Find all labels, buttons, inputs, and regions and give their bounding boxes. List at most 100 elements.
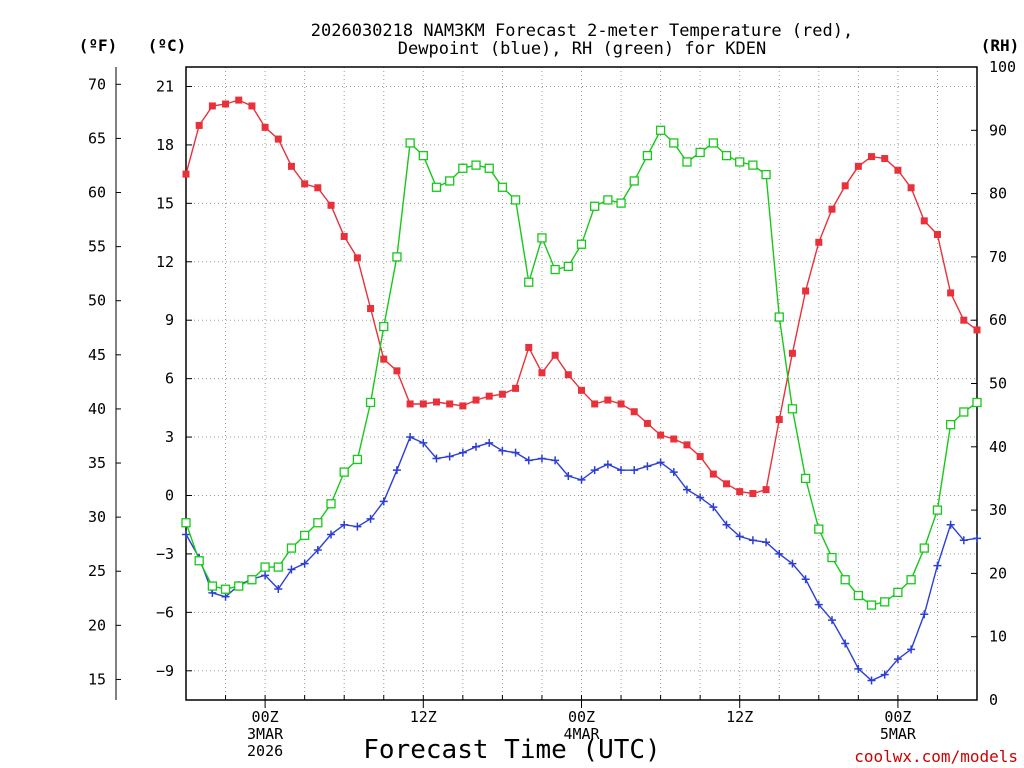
temperature-point	[353, 254, 361, 262]
temperature-point	[393, 367, 401, 375]
dewpoint-point	[630, 466, 639, 475]
rh-point	[827, 552, 837, 563]
rh-point	[919, 543, 929, 553]
temperature-point	[933, 231, 941, 239]
rh-point	[234, 581, 244, 591]
temperature-point	[419, 400, 427, 408]
rh-point	[326, 499, 336, 509]
temperature-point	[327, 201, 335, 209]
dewpoint-point	[854, 664, 863, 673]
dewpoint-point	[274, 584, 283, 593]
rh-tick-label: 30	[989, 501, 1007, 519]
temperature-point	[604, 396, 612, 404]
rh-axis-label: (RH)	[981, 36, 1020, 55]
dewpoint-point	[775, 549, 784, 558]
rh-point	[880, 597, 890, 607]
rh-point	[181, 518, 191, 528]
temperature-point	[512, 384, 520, 392]
temperature-point	[485, 392, 493, 400]
temperature-point	[380, 355, 388, 363]
dewpoint-point	[933, 561, 942, 570]
rh-point	[800, 473, 811, 484]
rh-tick-label: 100	[989, 58, 1016, 76]
temperature-point	[868, 153, 876, 161]
rh-point	[695, 147, 705, 158]
dewpoint-point	[814, 600, 823, 609]
temperature-point	[222, 100, 230, 108]
rh-tick-label: 60	[989, 311, 1007, 329]
fahrenheit-tick-label: 30	[88, 508, 106, 526]
temperature-point	[960, 316, 968, 324]
temperature-point	[683, 441, 691, 449]
temperature-point	[472, 396, 480, 404]
dewpoint-point	[709, 503, 718, 512]
rh-tick-label: 10	[989, 628, 1007, 646]
rh-point	[590, 201, 600, 211]
fahrenheit-tick-label: 20	[88, 616, 106, 634]
x-tick-label: 4MAR	[563, 725, 600, 743]
x-tick-label: 5MAR	[880, 725, 917, 743]
dewpoint-point	[722, 520, 731, 529]
rh-point	[945, 419, 956, 430]
celsius-tick-label: −3	[156, 545, 174, 563]
dewpoint-point	[432, 454, 441, 463]
temperature-point	[973, 326, 981, 334]
rh-tick-label: 20	[989, 564, 1007, 582]
dewpoint-point	[353, 522, 362, 531]
rh-point	[418, 150, 428, 161]
celsius-tick-label: 15	[156, 194, 174, 212]
dewpoint-point	[748, 536, 757, 545]
rh-point	[273, 562, 283, 572]
rh-point	[669, 138, 679, 148]
dewpoint-point	[485, 438, 494, 447]
temperature-point	[643, 419, 651, 427]
temperature-point	[815, 238, 823, 246]
temperature-point	[261, 123, 269, 131]
dewpoint-point	[643, 462, 652, 471]
celsius-tick-label: 21	[156, 77, 174, 95]
rh-point	[313, 518, 323, 528]
temperature-point	[894, 166, 902, 174]
rh-point	[365, 397, 376, 408]
temperature-point	[578, 386, 585, 394]
rh-point	[893, 587, 903, 598]
dewpoint-point	[221, 592, 230, 601]
rh-point	[510, 195, 521, 205]
fahrenheit-tick-label: 15	[88, 670, 106, 688]
rh-point	[761, 169, 771, 180]
temperature-point	[749, 490, 757, 498]
dewpoint-point	[946, 520, 955, 529]
temperature-point	[775, 416, 783, 424]
dewpoint-point	[788, 559, 797, 568]
temperature-point	[828, 205, 836, 213]
dewpoint-point	[300, 559, 309, 568]
celsius-tick-label: −9	[156, 662, 174, 680]
fahrenheit-tick-label: 45	[88, 346, 106, 364]
rh-point	[735, 157, 745, 167]
rh-point	[932, 505, 943, 515]
rh-point	[814, 524, 824, 534]
rh-point	[247, 575, 257, 585]
rh-point	[405, 138, 415, 148]
rh-point	[866, 600, 877, 610]
dewpoint-point	[973, 534, 981, 543]
dewpoint-series	[182, 433, 981, 685]
rh-tick-label: 0	[989, 691, 998, 709]
rh-point	[537, 233, 547, 243]
dewpoint-point	[801, 575, 810, 584]
dewpoint-point	[472, 442, 481, 451]
temperature-series	[182, 96, 981, 498]
dewpoint-point	[920, 610, 929, 619]
fahrenheit-tick-label: 60	[88, 184, 106, 202]
rh-point	[787, 404, 798, 414]
dewpoint-point	[551, 456, 560, 465]
dewpoint-point	[880, 670, 889, 679]
celsius-tick-label: 12	[156, 253, 174, 271]
fahrenheit-tick-label: 55	[88, 238, 106, 256]
rh-point	[603, 195, 613, 205]
chart-title-line1: 2026030218 NAM3KM Forecast 2-meter Tempe…	[311, 21, 853, 41]
rh-point	[655, 125, 666, 135]
credit-text: coolwx.com/models	[854, 747, 1018, 766]
dewpoint-point	[511, 448, 520, 457]
